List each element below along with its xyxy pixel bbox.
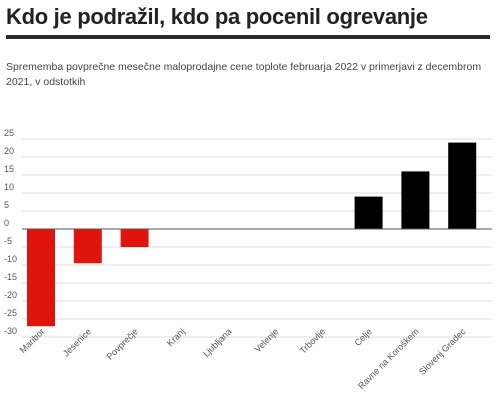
y-tick-label: -15: [4, 272, 17, 282]
bar-celje: [354, 196, 383, 229]
x-tick-label: Jesenice: [61, 326, 93, 358]
y-tick-label: -20: [4, 290, 17, 300]
bars: [27, 142, 477, 327]
x-axis-ticks: Maribor Jesenice Povprečje Kranj Ljubljana Ve…: [18, 326, 468, 391]
x-tick-label: Maribor: [18, 326, 47, 355]
y-tick-label: 5: [4, 200, 9, 210]
y-axis-ticks: 25 20 15 10 5 0 -5 -10 -15 -20 -25 -30: [4, 128, 17, 336]
y-tick-label: -25: [4, 308, 17, 318]
x-tick-label: Velenje: [252, 326, 280, 354]
bar-povprečje: [120, 229, 149, 247]
title-rule: [6, 35, 490, 39]
y-tick-label: -30: [4, 326, 17, 336]
x-tick-label: Slovenj Gradec: [417, 326, 468, 377]
y-tick-label: 25: [4, 128, 14, 138]
chart-title: Kdo je podražil, kdo pa pocenil ogrevanj…: [6, 4, 428, 29]
bar-jesenice: [73, 229, 102, 264]
y-tick-label: 10: [4, 182, 14, 192]
grid-lines: [22, 138, 492, 338]
bar-maribor: [27, 229, 55, 327]
bar-slovenj-gradec: [448, 142, 477, 229]
x-tick-label: Povprečje: [105, 326, 140, 361]
y-tick-label: 0: [4, 218, 9, 228]
bar-ravne-na-koroškem: [401, 171, 430, 229]
y-tick-label: -5: [4, 236, 12, 246]
y-tick-label: -10: [4, 254, 17, 264]
x-tick-label: Trbovlje: [298, 326, 327, 355]
chart-subtitle: Sprememba povprečne mesečne maloprodajne…: [6, 61, 482, 88]
y-tick-label: 20: [4, 146, 14, 156]
y-tick-label: 15: [4, 164, 14, 174]
x-tick-label: Ljubljana: [201, 326, 234, 359]
